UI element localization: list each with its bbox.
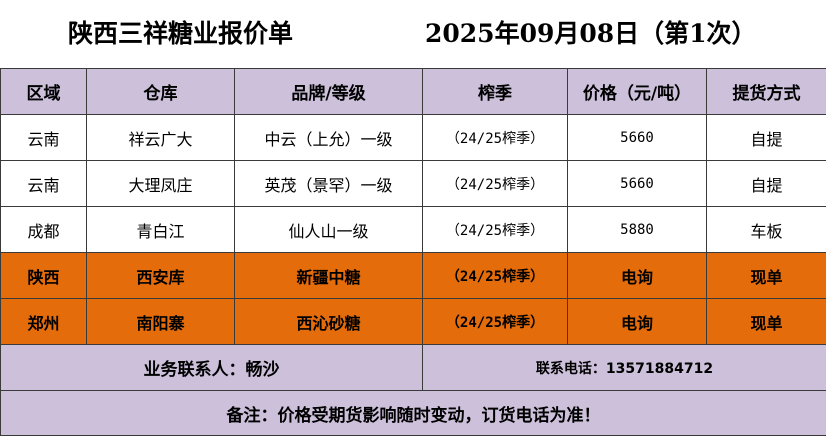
cell-brand: 仙人山一级 (234, 206, 423, 253)
contact-phone: 联系电话：13571884712 (422, 344, 826, 391)
table-header-row: 区域 仓库 品牌/等级 榨季 价格（元/吨） 提货方式 (0, 68, 826, 115)
cell-price: 5660 (567, 114, 707, 161)
cell-warehouse: 南阳寨 (86, 298, 235, 345)
table-row: 成都 青白江 仙人山一级 （24/25榨季） 5880 车板 (0, 206, 826, 253)
sheet-title: 陕西三祥糖业报价单 (68, 19, 294, 48)
cell-season: （24/25榨季） (422, 206, 568, 253)
cell-warehouse: 祥云广大 (86, 114, 235, 161)
header-brand: 品牌/等级 (234, 68, 423, 115)
table-row-highlighted: 陕西 西安库 新疆中糖 （24/25榨季） 电询 现单 (0, 252, 826, 299)
cell-season: （24/25榨季） (422, 160, 568, 207)
cell-warehouse: 大理凤庄 (86, 160, 235, 207)
header-season: 榨季 (422, 68, 568, 115)
header-pickup: 提货方式 (706, 68, 826, 115)
cell-price: 电询 (567, 298, 707, 345)
table-row-highlighted: 郑州 南阳寨 西沁砂糖 （24/25榨季） 电询 现单 (0, 298, 826, 345)
cell-pickup: 车板 (706, 206, 826, 253)
header-warehouse: 仓库 (86, 68, 235, 115)
sheet-date: 2025年09月08日（第1次） (425, 19, 757, 48)
cell-warehouse: 青白江 (86, 206, 235, 253)
cell-season: （24/25榨季） (422, 298, 568, 345)
cell-price: 5880 (567, 206, 707, 253)
cell-warehouse: 西安库 (86, 252, 235, 299)
contact-row: 业务联系人：畅沙 联系电话：13571884712 (0, 344, 826, 391)
cell-pickup: 现单 (706, 298, 826, 345)
cell-region: 云南 (0, 114, 87, 161)
cell-brand: 英茂（景罕）一级 (234, 160, 423, 207)
cell-brand: 新疆中糖 (234, 252, 423, 299)
table-row: 云南 大理凤庄 英茂（景罕）一级 （24/25榨季） 5660 自提 (0, 160, 826, 207)
header-region: 区域 (0, 68, 87, 115)
cell-region: 陕西 (0, 252, 87, 299)
cell-region: 郑州 (0, 298, 87, 345)
cell-brand: 西沁砂糖 (234, 298, 423, 345)
cell-pickup: 现单 (706, 252, 826, 299)
cell-pickup: 自提 (706, 114, 826, 161)
header-price: 价格（元/吨） (567, 68, 707, 115)
cell-pickup: 自提 (706, 160, 826, 207)
contact-person: 业务联系人：畅沙 (0, 344, 423, 391)
cell-price: 电询 (567, 252, 707, 299)
cell-season: （24/25榨季） (422, 252, 568, 299)
table-row: 云南 祥云广大 中云（上允）一级 （24/25榨季） 5660 自提 (0, 114, 826, 161)
price-table: 区域 仓库 品牌/等级 榨季 价格（元/吨） 提货方式 云南 祥云广大 中云（上… (0, 68, 826, 436)
cell-region: 成都 (0, 206, 87, 253)
cell-brand: 中云（上允）一级 (234, 114, 423, 161)
price-note: 备注：价格受期货影响随时变动，订货电话为准！ (0, 390, 826, 436)
cell-region: 云南 (0, 160, 87, 207)
cell-price: 5660 (567, 160, 707, 207)
title-row: 陕西三祥糖业报价单 2025年09月08日（第1次） (0, 0, 826, 68)
cell-season: （24/25榨季） (422, 114, 568, 161)
note-row: 备注：价格受期货影响随时变动，订货电话为准！ (0, 390, 826, 436)
